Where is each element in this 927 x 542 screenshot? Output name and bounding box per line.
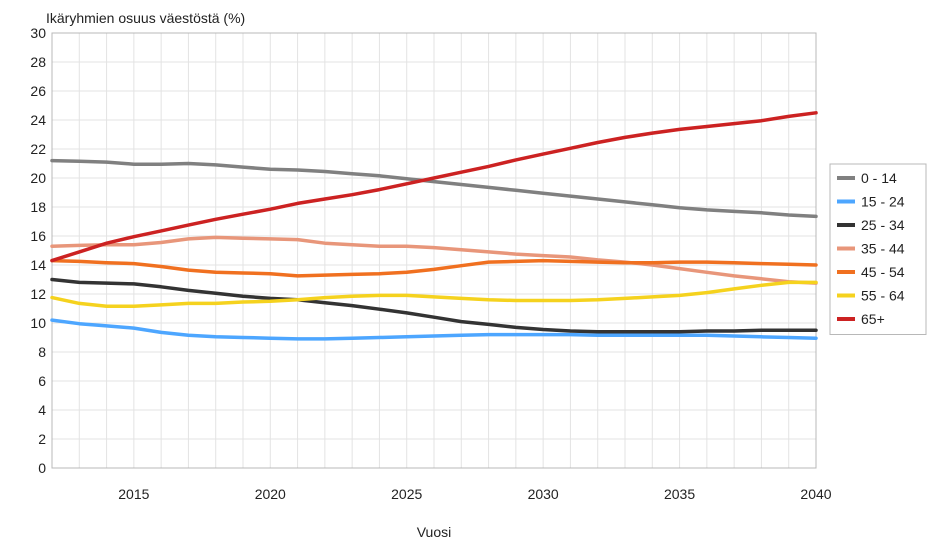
- legend-label: 15 - 24: [861, 194, 905, 210]
- y-tick-label: 0: [38, 460, 46, 476]
- series-line-0: [50, 158, 818, 219]
- x-tick-label: 2020: [255, 486, 286, 502]
- legend-label: 65+: [861, 311, 885, 327]
- legend-label: 0 - 14: [861, 170, 897, 186]
- x-tick-label: 2040: [800, 486, 831, 502]
- x-tick-label: 2035: [664, 486, 695, 502]
- y-tick-label: 22: [30, 141, 46, 157]
- x-tick-label: 2015: [118, 486, 149, 502]
- legend-label: 45 - 54: [861, 264, 905, 280]
- y-axis-title: Ikäryhmien osuus väestöstä (%): [46, 10, 245, 26]
- y-tick-label: 18: [30, 199, 46, 215]
- y-tick-label: 26: [30, 83, 46, 99]
- series-line-4: [50, 258, 818, 278]
- x-axis-ticks: 2015 2020 2025 2030 2035 2040: [118, 486, 832, 502]
- series-line-5: [50, 280, 818, 309]
- y-tick-label: 14: [30, 257, 46, 273]
- y-tick-label: 4: [38, 402, 46, 418]
- x-tick-label: 2030: [528, 486, 559, 502]
- series-line-1: [50, 318, 818, 341]
- series-line-2: [50, 277, 818, 334]
- x-axis-title: Vuosi: [417, 524, 452, 540]
- y-tick-label: 2: [38, 431, 46, 447]
- y-tick-label: 28: [30, 54, 46, 70]
- y-tick-label: 16: [30, 228, 46, 244]
- series-line-6: [50, 111, 818, 263]
- y-tick-label: 6: [38, 373, 46, 389]
- legend-label: 35 - 44: [861, 241, 905, 257]
- legend: 0 - 14 15 - 24 25 - 34 35 - 44 45 - 54 55 - 6…: [829, 163, 927, 335]
- y-tick-label: 24: [30, 112, 46, 128]
- legend-label: 25 - 34: [861, 217, 905, 233]
- x-tick-label: 2025: [391, 486, 422, 502]
- plot-frame: [51, 32, 817, 469]
- y-tick-label: 30: [30, 25, 46, 41]
- series-lines: [50, 111, 818, 341]
- y-tick-label: 12: [30, 286, 46, 302]
- y-tick-label: 8: [38, 344, 46, 360]
- legend-label: 55 - 64: [861, 288, 905, 304]
- y-tick-label: 10: [30, 315, 46, 331]
- y-tick-label: 20: [30, 170, 46, 186]
- series-line-3: [50, 235, 818, 285]
